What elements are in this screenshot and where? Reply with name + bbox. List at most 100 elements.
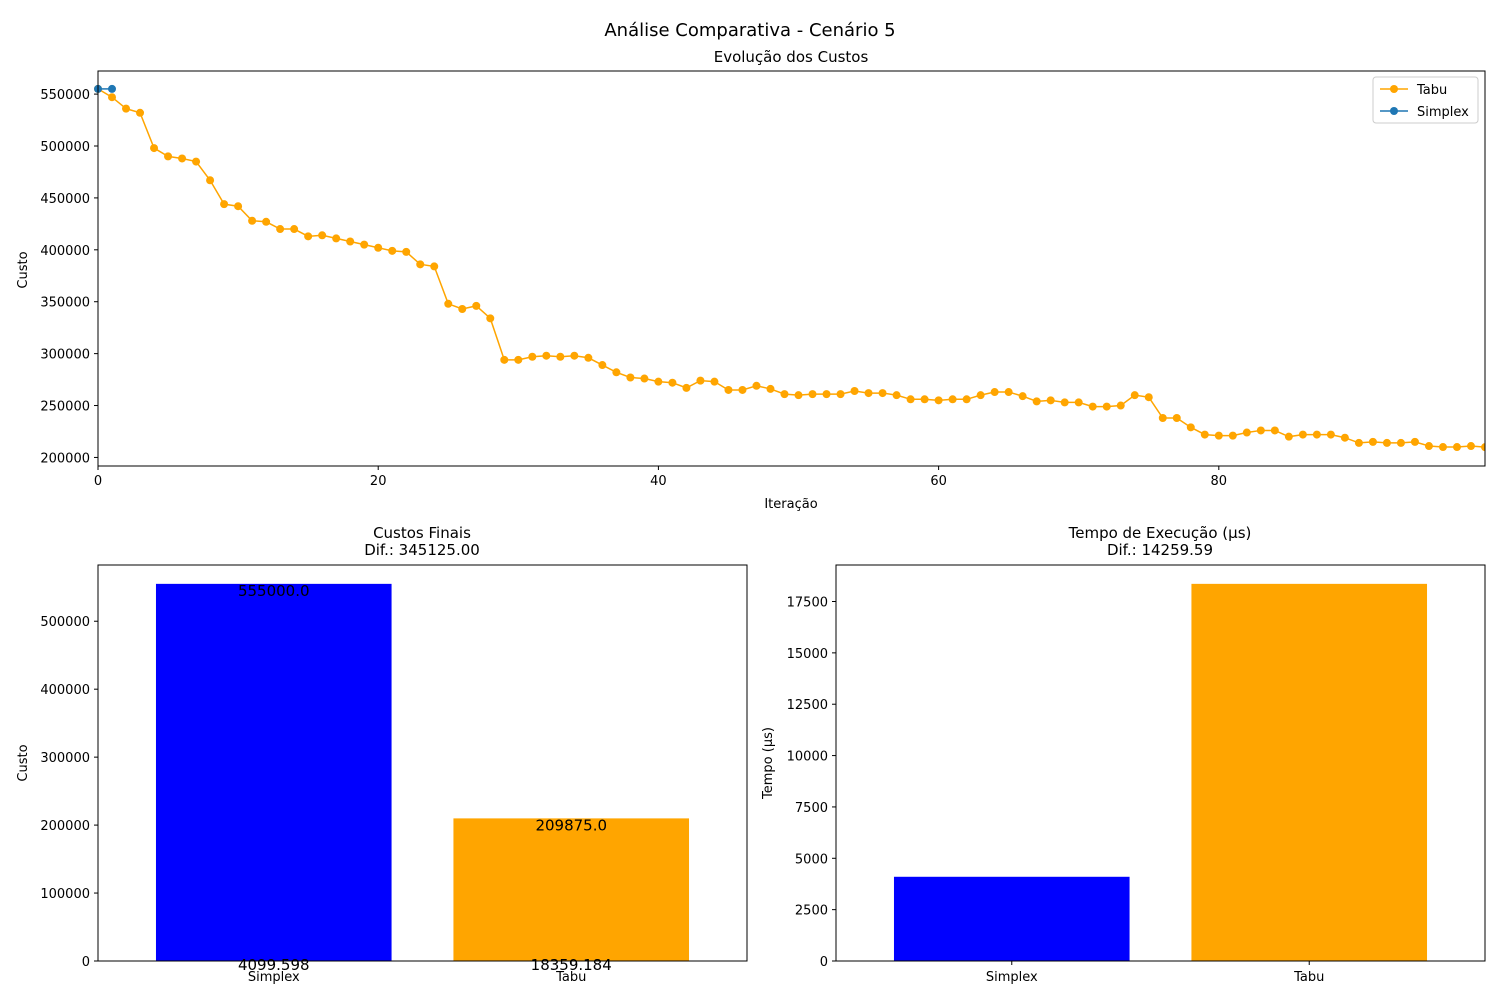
x-tick-label: Simplex bbox=[248, 970, 300, 985]
data-point-tabu bbox=[346, 237, 355, 246]
data-point-tabu bbox=[1326, 430, 1335, 439]
y-tick-label: 12500 bbox=[787, 698, 828, 713]
data-point-tabu bbox=[626, 373, 635, 382]
bar-time-label: 18359.184 bbox=[531, 956, 612, 974]
data-point-tabu bbox=[612, 368, 621, 377]
data-point-tabu bbox=[472, 301, 481, 310]
data-point-tabu bbox=[892, 391, 901, 400]
data-point-tabu bbox=[1018, 392, 1027, 401]
data-point-tabu bbox=[934, 396, 943, 405]
x-tick-label: Tabu bbox=[555, 970, 586, 985]
y-tick-label: 7500 bbox=[795, 801, 828, 816]
bar-simplex bbox=[155, 583, 392, 961]
data-point-tabu bbox=[304, 232, 313, 241]
y-tick-label: 200000 bbox=[40, 451, 90, 466]
bar-tabu bbox=[453, 818, 690, 961]
y-tick-label: 10000 bbox=[787, 750, 828, 765]
data-point-tabu bbox=[486, 314, 495, 323]
data-point-tabu bbox=[738, 385, 747, 394]
data-point-tabu bbox=[976, 391, 985, 400]
x-tick-label: Simplex bbox=[986, 970, 1038, 985]
data-point-tabu bbox=[1424, 442, 1433, 451]
data-point-tabu bbox=[192, 157, 201, 166]
data-point-tabu bbox=[710, 377, 719, 386]
data-point-tabu bbox=[640, 374, 649, 383]
data-point-tabu bbox=[542, 351, 551, 360]
data-point-tabu bbox=[164, 152, 173, 161]
data-point-tabu bbox=[1242, 428, 1251, 437]
data-point-tabu bbox=[1130, 391, 1139, 400]
y-tick-label: 400000 bbox=[40, 683, 90, 698]
execution-time-chart: Tempo de Execução (µs) Dif.: 14259.59 Te… bbox=[761, 524, 1486, 985]
ax2-axes-frame bbox=[97, 564, 748, 962]
data-point-tabu bbox=[458, 304, 467, 313]
legend: Tabu Simplex bbox=[1372, 76, 1479, 124]
figure-suptitle: Análise Comparativa - Cenário 5 bbox=[604, 20, 895, 41]
data-point-tabu bbox=[122, 104, 131, 113]
data-point-tabu bbox=[822, 390, 831, 399]
data-point-tabu bbox=[1032, 397, 1041, 406]
data-point-tabu bbox=[108, 93, 117, 102]
data-point-tabu bbox=[500, 355, 509, 364]
data-point-tabu bbox=[850, 386, 859, 395]
x-tick-label: 0 bbox=[94, 474, 102, 489]
data-point-tabu bbox=[906, 395, 915, 404]
data-point-tabu bbox=[332, 234, 341, 243]
data-point-tabu bbox=[1466, 442, 1475, 451]
y-tick-label: 15000 bbox=[787, 647, 828, 662]
data-point-tabu bbox=[1074, 398, 1083, 407]
data-point-tabu bbox=[206, 176, 215, 185]
data-point-tabu bbox=[388, 246, 397, 255]
data-point-tabu bbox=[1088, 402, 1097, 411]
data-point-tabu bbox=[1256, 426, 1265, 435]
legend-marker-tabu bbox=[1390, 85, 1398, 93]
data-point-tabu bbox=[374, 243, 383, 252]
legend-marker-simplex bbox=[1390, 107, 1398, 115]
y-tick-label: 2500 bbox=[795, 904, 828, 919]
data-point-tabu bbox=[318, 231, 327, 240]
data-point-tabu bbox=[234, 202, 243, 211]
data-point-tabu bbox=[1452, 443, 1461, 452]
data-point-tabu bbox=[1410, 437, 1419, 446]
data-point-tabu bbox=[1200, 430, 1209, 439]
data-point-tabu bbox=[598, 361, 607, 370]
data-point-tabu bbox=[444, 299, 453, 308]
data-point-tabu bbox=[948, 395, 957, 404]
execution-time-title: Tempo de Execução (µs) bbox=[1068, 524, 1252, 542]
data-point-tabu bbox=[1144, 393, 1153, 402]
data-point-tabu bbox=[136, 108, 145, 117]
cost-evolution-xlabel: Iteração bbox=[764, 497, 817, 512]
y-tick-label: 500000 bbox=[40, 615, 90, 630]
data-point-tabu bbox=[1116, 401, 1125, 410]
y-tick-label: 5000 bbox=[795, 852, 828, 867]
legend-label-simplex: Simplex bbox=[1417, 105, 1469, 120]
data-point-tabu bbox=[696, 376, 705, 385]
data-point-tabu bbox=[1228, 431, 1237, 440]
data-point-tabu bbox=[1102, 402, 1111, 411]
y-tick-label: 0 bbox=[82, 955, 90, 970]
data-point-tabu bbox=[402, 247, 411, 256]
x-tick-label: 20 bbox=[370, 474, 387, 489]
final-costs-ylabel: Custo bbox=[16, 744, 31, 781]
data-point-tabu bbox=[1046, 396, 1055, 405]
cost-evolution-ylabel: Custo bbox=[16, 251, 31, 288]
data-point-tabu bbox=[766, 384, 775, 393]
bar-simplex bbox=[893, 876, 1130, 961]
data-point-tabu bbox=[430, 262, 439, 271]
data-point-tabu bbox=[1438, 443, 1447, 452]
y-tick-label: 0 bbox=[820, 955, 828, 970]
final-costs-title: Custos Finais bbox=[373, 524, 471, 542]
data-point-tabu bbox=[1382, 438, 1391, 447]
data-point-tabu bbox=[864, 389, 873, 398]
x-tick-label: 60 bbox=[930, 474, 947, 489]
data-point-tabu bbox=[1172, 413, 1181, 422]
y-tick-label: 17500 bbox=[787, 596, 828, 611]
data-point-tabu bbox=[1396, 438, 1405, 447]
data-point-tabu bbox=[1186, 423, 1195, 432]
legend-label-tabu: Tabu bbox=[1416, 83, 1447, 98]
execution-time-subtitle: Dif.: 14259.59 bbox=[1107, 541, 1213, 559]
y-tick-label: 500000 bbox=[40, 140, 90, 155]
bar-time-label: 4099.598 bbox=[238, 956, 310, 974]
data-point-tabu bbox=[262, 217, 271, 226]
